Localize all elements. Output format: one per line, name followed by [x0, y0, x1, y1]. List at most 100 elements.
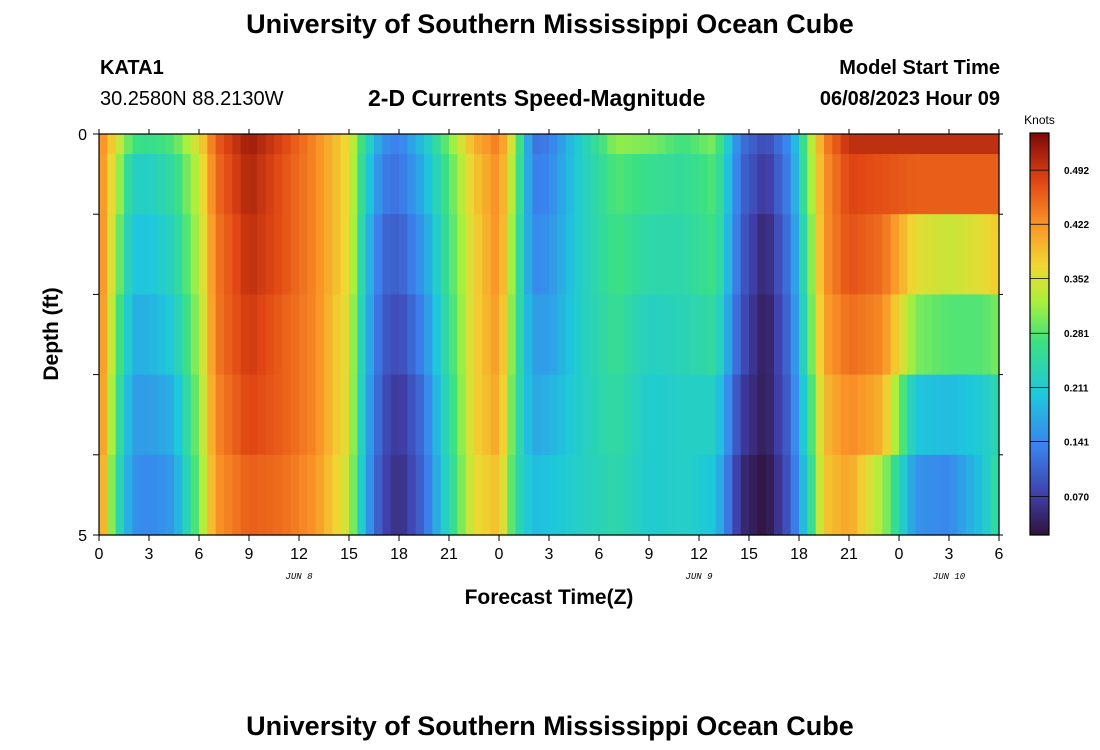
- heatmap-cell: [932, 154, 942, 215]
- heatmap-cell: [824, 454, 833, 536]
- heatmap-cell: [307, 454, 317, 536]
- heatmap-cell: [415, 454, 425, 536]
- heatmap-cell: [574, 214, 583, 295]
- heatmap-cell: [165, 134, 175, 155]
- heatmap-cell: [882, 214, 892, 295]
- heatmap-cell: [315, 134, 325, 155]
- heatmap-cell: [382, 294, 392, 376]
- heatmap-cell: [774, 214, 783, 295]
- heatmap-cell: [457, 374, 467, 456]
- heatmap-cell: [340, 374, 350, 456]
- heatmap-cell: [299, 134, 308, 155]
- date-label: JUN 9: [685, 572, 713, 582]
- heatmap-cell: [682, 454, 692, 536]
- heatmap-cell: [399, 154, 408, 215]
- heatmap-cell: [365, 134, 375, 155]
- heatmap-cell: [624, 214, 633, 295]
- heatmap-cell: [290, 134, 300, 155]
- heatmap-cell: [157, 294, 167, 376]
- heatmap-cell: [965, 374, 975, 456]
- heatmap-cell: [857, 454, 867, 536]
- heatmap-cell: [557, 134, 567, 155]
- heatmap-cell: [174, 134, 183, 155]
- heatmap-cell: [99, 454, 108, 536]
- heatmap-cell: [907, 294, 917, 376]
- y-axis-title: Depth (ft): [40, 287, 63, 380]
- heatmap-cell: [465, 154, 475, 215]
- heatmap-cell: [674, 294, 683, 376]
- heatmap-cell: [674, 154, 683, 215]
- colorbar-tick-label: 0.141: [1064, 437, 1089, 448]
- heatmap-cell: [790, 374, 800, 456]
- heatmap-cell: [107, 454, 117, 536]
- heatmap-cell: [815, 374, 825, 456]
- heatmap-cell: [924, 294, 933, 376]
- heatmap-cell: [990, 454, 1000, 536]
- heatmap-cell: [749, 454, 758, 536]
- heatmap-cell: [857, 134, 867, 155]
- station-coords: 30.2580N 88.2130W: [100, 88, 284, 110]
- heatmap-cell: [957, 154, 967, 215]
- heatmap-cell: [890, 294, 900, 376]
- x-tick-label: 6: [595, 546, 604, 563]
- heatmap-cell: [349, 374, 358, 456]
- heatmap-cell: [690, 374, 700, 456]
- heatmap-cell: [932, 454, 942, 536]
- heatmap-cell: [582, 134, 592, 155]
- heatmap-cell: [449, 374, 458, 456]
- heatmap-cell: [590, 374, 600, 456]
- heatmap-cell: [899, 134, 908, 155]
- x-tick-label: 21: [840, 546, 858, 563]
- heatmap-cell: [724, 454, 733, 536]
- heatmap-cell: [915, 454, 925, 536]
- heatmap-cell: [449, 214, 458, 295]
- x-tick-label: 15: [740, 546, 758, 563]
- heatmap-cell: [607, 454, 617, 536]
- heatmap-cell: [740, 374, 750, 456]
- heatmap-cell: [607, 154, 617, 215]
- heatmap-cell: [282, 374, 292, 456]
- heatmap-cell: [674, 374, 683, 456]
- heatmap-cell: [224, 294, 233, 376]
- heatmap-cell: [565, 214, 575, 295]
- heatmap-cell: [624, 454, 633, 536]
- heatmap-cell: [182, 154, 192, 215]
- heatmap-cell: [390, 294, 400, 376]
- heatmap-cell: [365, 294, 375, 376]
- heatmap-cell: [124, 134, 133, 155]
- heatmap-cell: [690, 454, 700, 536]
- heatmap-cell: [265, 214, 275, 295]
- heatmap-cell: [740, 134, 750, 155]
- heatmap-cell: [615, 294, 625, 376]
- heatmap-cell: [399, 454, 408, 536]
- heatmap-cell: [790, 454, 800, 536]
- heatmap-cell: [682, 294, 692, 376]
- heatmap-cell: [599, 134, 608, 155]
- heatmap-cell: [949, 294, 958, 376]
- heatmap-cell: [365, 454, 375, 536]
- heatmap-cell: [299, 214, 308, 295]
- heatmap-cell: [699, 134, 708, 155]
- heatmap-cell: [949, 154, 958, 215]
- heatmap-cell: [957, 454, 967, 536]
- heatmap-cell: [215, 214, 225, 295]
- heatmap-cell: [432, 154, 442, 215]
- heatmap-cell: [557, 214, 567, 295]
- heatmap-cell: [449, 454, 458, 536]
- heatmap-cell: [282, 134, 292, 155]
- x-tick-label: 6: [995, 546, 1004, 563]
- heatmap-cell: [357, 374, 367, 456]
- heatmap-cell: [649, 134, 658, 155]
- heatmap-cell: [765, 134, 775, 155]
- heatmap-cell: [290, 374, 300, 456]
- heatmap-cell: [499, 294, 508, 376]
- heatmap-cell: [874, 374, 883, 456]
- heatmap-cell: [307, 134, 317, 155]
- heatmap-cell: [715, 454, 725, 536]
- heatmap-cell: [815, 154, 825, 215]
- heatmap-cell: [665, 154, 675, 215]
- heatmap-cell: [499, 154, 508, 215]
- heatmap-cell: [332, 454, 342, 536]
- y-tick-label: 5: [78, 528, 87, 545]
- heatmap-cell: [115, 154, 125, 215]
